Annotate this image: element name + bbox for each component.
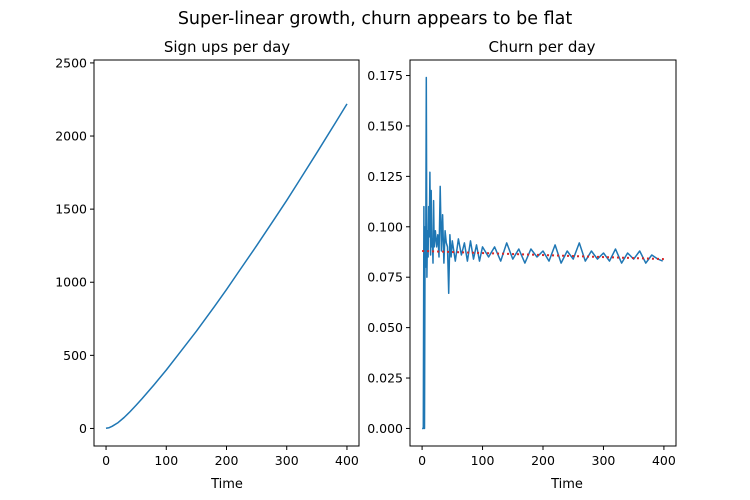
signups-series-line: [105, 103, 348, 429]
churn-x-tick-label: 200: [531, 453, 555, 468]
churn-y-tick-label: 0.075: [367, 270, 403, 285]
churn-chart: Churn per day Time 0 100 200 300 400 0.000 0.0…: [367, 38, 677, 492]
signups-marks: [105, 103, 348, 429]
churn-series-line: [422, 76, 663, 430]
signups-plot-frame: [93, 59, 360, 447]
signups-y-tick-label: 2000: [55, 129, 87, 144]
signups-x-tick-label: 100: [154, 453, 178, 468]
signups-y-tick-label: 1000: [55, 275, 87, 290]
churn-x-tick-label: 0: [418, 453, 426, 468]
signups-ticks: 0 100 200 300 400 0 500 1000 1500 2000 2500: [55, 55, 359, 468]
signups-chart: Sign ups per day Time 0 100 200 300 400 0 500 1…: [55, 38, 360, 492]
churn-y-tick-label: 0.125: [367, 169, 403, 184]
signups-y-tick-label: 500: [63, 348, 87, 363]
churn-y-tick-label: 0.025: [367, 371, 403, 386]
signups-x-tick-label: 200: [215, 453, 239, 468]
churn-chart-title: Churn per day: [489, 38, 596, 56]
signups-y-tick-label: 2500: [55, 55, 87, 70]
signups-y-tick-label: 1500: [55, 202, 87, 217]
churn-ticks: 0 100 200 300 400 0.000 0.025 0.050 0.075 0.100 0.…: [367, 68, 676, 468]
churn-trend-line: [422, 250, 664, 261]
churn-y-tick-label: 0.100: [367, 219, 403, 234]
figure-suptitle: Super-linear growth, churn appears to be…: [178, 9, 573, 29]
signups-y-tick-label: 0: [79, 421, 87, 436]
signups-x-axis-label: Time: [210, 477, 243, 492]
signups-x-tick-label: 0: [102, 453, 110, 468]
churn-marks: [422, 76, 664, 430]
churn-y-tick-label: 0.150: [367, 118, 403, 133]
signups-chart-title: Sign ups per day: [164, 38, 290, 56]
churn-x-axis-label: Time: [550, 477, 583, 492]
churn-y-tick-label: 0.050: [367, 320, 403, 335]
signups-x-tick-label: 400: [335, 453, 359, 468]
churn-x-tick-label: 100: [471, 453, 495, 468]
churn-plot-frame: [409, 59, 677, 447]
churn-x-tick-label: 400: [652, 453, 676, 468]
churn-y-tick-label: 0.175: [367, 68, 403, 83]
churn-y-tick-label: 0.000: [367, 421, 403, 436]
signups-x-tick-label: 300: [275, 453, 299, 468]
churn-x-tick-label: 300: [592, 453, 616, 468]
